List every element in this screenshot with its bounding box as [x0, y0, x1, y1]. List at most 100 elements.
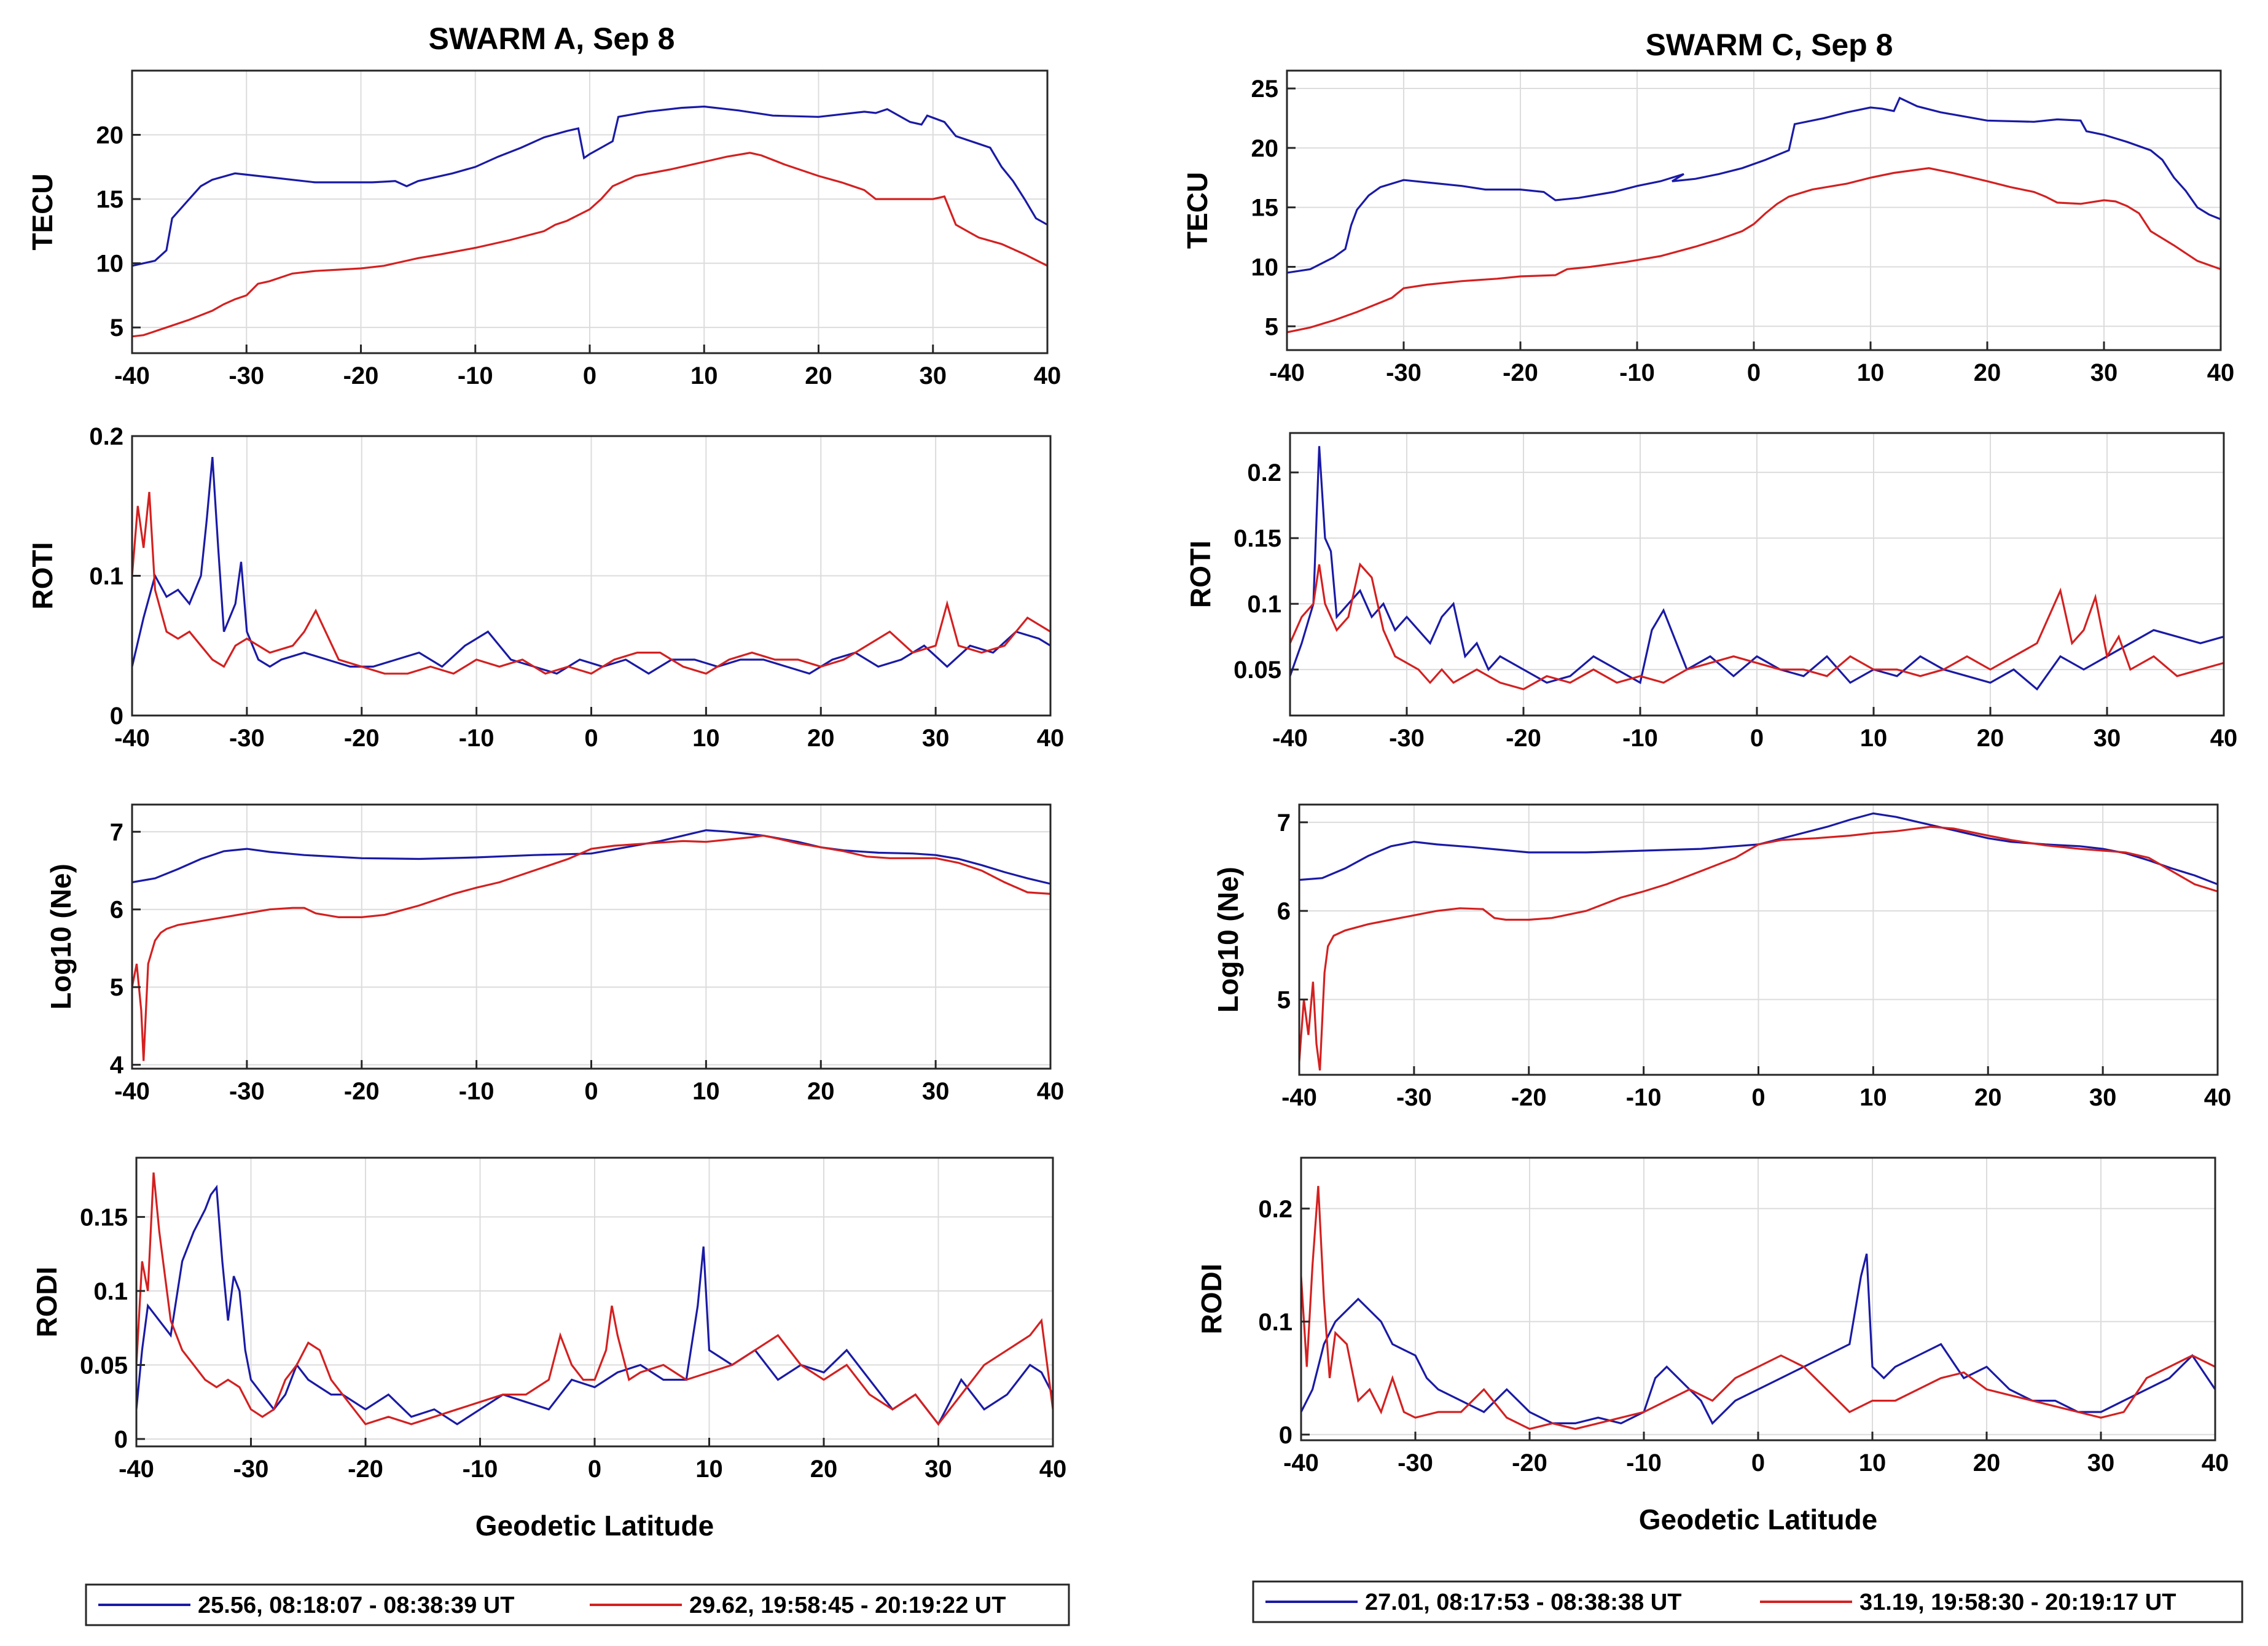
x-tick-label: -10 [1622, 725, 1658, 752]
x-tick-label: -40 [1281, 1084, 1317, 1111]
y-tick-label: 15 [96, 186, 124, 213]
y-tick-label: 5 [110, 314, 123, 341]
x-tick-label: -40 [1269, 359, 1305, 386]
x-tick-label: -40 [114, 1078, 150, 1105]
y-axis-label: TECU [26, 173, 58, 250]
y-tick-label: 6 [110, 897, 123, 924]
series-line-blue [136, 1184, 1053, 1426]
panel-roti: -40 -30 -20 -10 0 10 20 30 40 0.05 0.1 0.15 0.2 ROTI [1184, 432, 2237, 752]
x-tick-label: 30 [922, 725, 950, 752]
y-tick-label: 0.05 [1234, 657, 1281, 684]
y-axis-label: Log10 (Ne) [1212, 867, 1244, 1013]
x-tick-label: 30 [922, 1078, 950, 1105]
x-tick-label: 0 [584, 725, 598, 752]
panel-tecu: -40 -30 -20 -10 0 10 20 30 40 5 10 15 20 25 TECU [1181, 69, 2235, 386]
x-tick-label: -10 [459, 725, 495, 752]
x-tick-label: 0 [588, 1456, 601, 1483]
x-tick-label: -10 [459, 1078, 495, 1105]
y-axis-label: ROTI [1184, 540, 1216, 608]
series-line-red [1287, 167, 2221, 333]
y-tick-label: 0.15 [1234, 525, 1281, 552]
x-tick-label: 30 [920, 362, 947, 389]
x-tick-label: -20 [1512, 1449, 1547, 1476]
chart-title: SWARM C, Sep 8 [1646, 28, 1893, 62]
series-line-blue [132, 829, 1050, 885]
x-axis-label: Geodetic Latitude [475, 1510, 714, 1542]
x-tick-label: -10 [1626, 1449, 1662, 1476]
chart-left: SWARM A, Sep 8-40 -30 -20 -10 0 10 20 30 4051015… [26, 21, 1070, 1626]
x-tick-label: 0 [584, 1078, 598, 1105]
panel-log10-ne-: -40 -30 -20 -10 0 10 20 30 40 4 5 6 7 Log10 (Ne) [45, 803, 1064, 1105]
legend-label: 27.01, 08:17:53 - 08:38:38 UT [1365, 1589, 1681, 1615]
x-tick-label: 40 [1034, 362, 1062, 389]
series-line-blue [1299, 812, 2218, 886]
panel-log10-ne-: -40 -30 -20 -10 0 10 20 30 40 5 6 7 Log10 (Ne) [1212, 803, 2231, 1111]
x-axis-label: Geodetic Latitude [1639, 1504, 1877, 1535]
y-tick-label: 20 [96, 122, 124, 149]
x-tick-label: -40 [114, 725, 150, 752]
y-tick-label: 0.2 [1247, 459, 1281, 486]
x-tick-label: 10 [692, 725, 720, 752]
x-tick-label: -10 [1619, 359, 1655, 386]
series-line-red [1301, 1185, 2215, 1430]
y-tick-label: 0 [110, 703, 123, 730]
x-tick-label: 30 [2087, 1449, 2115, 1476]
x-tick-label: -20 [344, 725, 380, 752]
x-tick-label: -30 [1398, 1449, 1433, 1476]
x-tick-label: 20 [1973, 1449, 2001, 1476]
panel-tecu: -40 -30 -20 -10 0 10 20 30 40 5 10 15 20 TECU [26, 69, 1062, 389]
y-tick-label: 0.2 [89, 423, 123, 450]
x-tick-label: 20 [1974, 359, 2001, 386]
series-line-blue [132, 456, 1050, 675]
x-tick-label: 30 [2090, 359, 2118, 386]
y-tick-label: 0.1 [1247, 591, 1281, 618]
y-tick-label: 10 [1251, 254, 1279, 281]
y-tick-label: 0.1 [89, 563, 123, 590]
y-tick-label: 0.15 [80, 1204, 128, 1231]
y-tick-label: 5 [1277, 986, 1291, 1013]
x-tick-label: 30 [925, 1456, 952, 1483]
y-tick-label: 0.2 [1258, 1196, 1292, 1223]
x-tick-label: -20 [343, 362, 379, 389]
y-tick-label: 20 [1251, 135, 1279, 162]
series-line-red [1290, 562, 2224, 690]
y-axis-label: RODI [1195, 1264, 1227, 1335]
x-tick-label: 10 [690, 362, 718, 389]
x-tick-label: 30 [2094, 725, 2121, 752]
x-tick-label: 40 [2207, 359, 2235, 386]
x-tick-label: -20 [1506, 725, 1541, 752]
x-tick-label: -10 [458, 362, 493, 389]
x-tick-label: 10 [1860, 725, 1888, 752]
panel-rodi: -40 -30 -20 -10 0 10 20 30 40 0 0.1 0.2 RODI [1195, 1156, 2229, 1476]
x-tick-label: -20 [348, 1456, 383, 1483]
series-line-blue [132, 105, 1047, 267]
x-tick-label: -30 [233, 1456, 269, 1483]
x-tick-label: -20 [1511, 1084, 1547, 1111]
series-line-blue [1290, 446, 2224, 691]
y-tick-label: 6 [1277, 898, 1291, 925]
x-tick-label: 0 [1747, 359, 1761, 386]
y-tick-label: 15 [1251, 195, 1279, 222]
x-tick-label: 0 [1751, 1084, 1765, 1111]
series-line-blue [1287, 96, 2221, 274]
x-tick-label: 10 [1857, 359, 1885, 386]
x-tick-label: 40 [1039, 1456, 1067, 1483]
x-tick-label: 20 [805, 362, 832, 389]
x-tick-label: -20 [1503, 359, 1538, 386]
y-tick-label: 0.1 [93, 1278, 128, 1305]
y-axis-label: RODI [31, 1267, 63, 1338]
x-tick-label: 20 [810, 1456, 838, 1483]
x-tick-label: -30 [229, 725, 265, 752]
x-tick-label: -40 [1283, 1449, 1319, 1476]
y-axis-label: ROTI [26, 542, 58, 610]
x-tick-label: -20 [344, 1078, 380, 1105]
legend-box [85, 1583, 1070, 1626]
y-tick-label: 7 [110, 819, 123, 846]
y-tick-label: 4 [110, 1052, 124, 1079]
legend-label: 31.19, 19:58:30 - 20:19:17 UT [1859, 1589, 2176, 1615]
y-tick-label: 5 [110, 974, 123, 1001]
y-tick-label: 10 [96, 251, 124, 278]
series-line-red [136, 1172, 1053, 1426]
y-axis-label: TECU [1181, 172, 1213, 249]
